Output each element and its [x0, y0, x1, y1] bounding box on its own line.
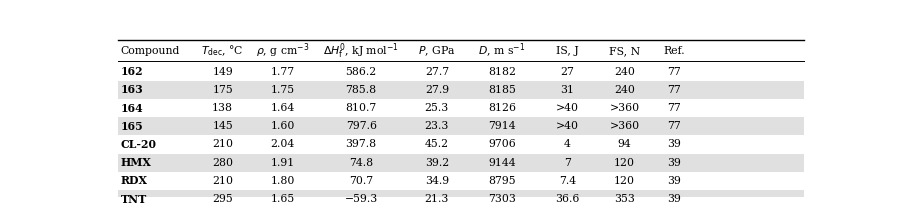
- Text: TNT: TNT: [121, 194, 147, 205]
- Text: HMX: HMX: [121, 157, 152, 168]
- Text: 27.7: 27.7: [425, 67, 449, 77]
- Text: 353: 353: [614, 194, 634, 204]
- Text: 210: 210: [212, 176, 233, 186]
- Text: >360: >360: [609, 121, 640, 131]
- Text: 39: 39: [667, 158, 681, 168]
- Text: 34.9: 34.9: [425, 176, 449, 186]
- Text: 2.04: 2.04: [271, 139, 295, 149]
- Text: 27.9: 27.9: [425, 85, 449, 95]
- Text: 120: 120: [614, 158, 635, 168]
- Text: 240: 240: [614, 85, 634, 95]
- Text: $\Delta H^0_\mathrm{f}$, kJ mol$^{-1}$: $\Delta H^0_\mathrm{f}$, kJ mol$^{-1}$: [323, 41, 399, 61]
- Text: 163: 163: [121, 84, 144, 95]
- Text: 1.64: 1.64: [271, 103, 295, 113]
- Text: 165: 165: [121, 121, 144, 132]
- Text: 8182: 8182: [488, 67, 516, 77]
- Text: $P$, GPa: $P$, GPa: [418, 44, 455, 58]
- Text: 120: 120: [614, 176, 635, 186]
- Text: 149: 149: [212, 67, 233, 77]
- Text: 25.3: 25.3: [425, 103, 449, 113]
- Text: 9144: 9144: [488, 158, 516, 168]
- Text: 94: 94: [617, 139, 631, 149]
- Text: 7: 7: [563, 158, 571, 168]
- Text: $\rho$, g cm$^{-3}$: $\rho$, g cm$^{-3}$: [256, 42, 310, 61]
- FancyBboxPatch shape: [118, 190, 805, 208]
- Text: Ref.: Ref.: [663, 46, 685, 56]
- Text: 785.8: 785.8: [346, 85, 377, 95]
- Text: 27: 27: [561, 67, 574, 77]
- Text: 21.3: 21.3: [425, 194, 449, 204]
- Text: 45.2: 45.2: [425, 139, 449, 149]
- Text: 210: 210: [212, 139, 233, 149]
- Text: 8185: 8185: [488, 85, 516, 95]
- Text: 295: 295: [212, 194, 233, 204]
- Text: 31: 31: [561, 85, 574, 95]
- Text: 1.80: 1.80: [271, 176, 295, 186]
- Text: 39.2: 39.2: [425, 158, 449, 168]
- Text: 8795: 8795: [488, 176, 516, 186]
- Text: 36.6: 36.6: [555, 194, 580, 204]
- Text: 23.3: 23.3: [425, 121, 449, 131]
- Text: 39: 39: [667, 176, 681, 186]
- Text: 74.8: 74.8: [349, 158, 373, 168]
- Text: 397.8: 397.8: [346, 139, 377, 149]
- Text: 7914: 7914: [488, 121, 516, 131]
- Text: >360: >360: [609, 103, 640, 113]
- Text: RDX: RDX: [121, 175, 148, 186]
- Text: −59.3: −59.3: [345, 194, 378, 204]
- Text: 240: 240: [614, 67, 634, 77]
- Text: $T_\mathrm{dec}$, °C: $T_\mathrm{dec}$, °C: [202, 44, 244, 59]
- Text: 1.91: 1.91: [271, 158, 295, 168]
- Text: IS, J: IS, J: [556, 46, 579, 56]
- Text: 162: 162: [121, 66, 143, 77]
- Text: 7303: 7303: [488, 194, 516, 204]
- Text: $D$, m s$^{-1}$: $D$, m s$^{-1}$: [479, 42, 526, 60]
- FancyBboxPatch shape: [118, 81, 805, 99]
- Text: 7.4: 7.4: [559, 176, 576, 186]
- Text: 77: 77: [667, 103, 681, 113]
- Text: 810.7: 810.7: [346, 103, 377, 113]
- Text: 39: 39: [667, 194, 681, 204]
- FancyBboxPatch shape: [118, 154, 805, 172]
- Text: 164: 164: [121, 103, 143, 114]
- Text: >40: >40: [556, 121, 579, 131]
- Text: 175: 175: [212, 85, 233, 95]
- Text: 77: 77: [667, 121, 681, 131]
- Text: >40: >40: [556, 103, 579, 113]
- Text: 145: 145: [212, 121, 233, 131]
- Text: 8126: 8126: [488, 103, 516, 113]
- Text: 586.2: 586.2: [346, 67, 377, 77]
- FancyBboxPatch shape: [118, 117, 805, 135]
- Text: FS, N: FS, N: [609, 46, 640, 56]
- Text: 1.65: 1.65: [271, 194, 295, 204]
- Text: 70.7: 70.7: [349, 176, 373, 186]
- Text: 9706: 9706: [488, 139, 516, 149]
- Text: CL-20: CL-20: [121, 139, 157, 150]
- Text: 797.6: 797.6: [346, 121, 377, 131]
- Text: 4: 4: [563, 139, 571, 149]
- Text: Compound: Compound: [121, 46, 180, 56]
- Text: 280: 280: [212, 158, 233, 168]
- Text: 1.60: 1.60: [271, 121, 295, 131]
- Text: 77: 77: [667, 67, 681, 77]
- Text: 39: 39: [667, 139, 681, 149]
- Text: 138: 138: [212, 103, 233, 113]
- Text: 77: 77: [667, 85, 681, 95]
- Text: 1.75: 1.75: [271, 85, 295, 95]
- Text: 1.77: 1.77: [271, 67, 295, 77]
